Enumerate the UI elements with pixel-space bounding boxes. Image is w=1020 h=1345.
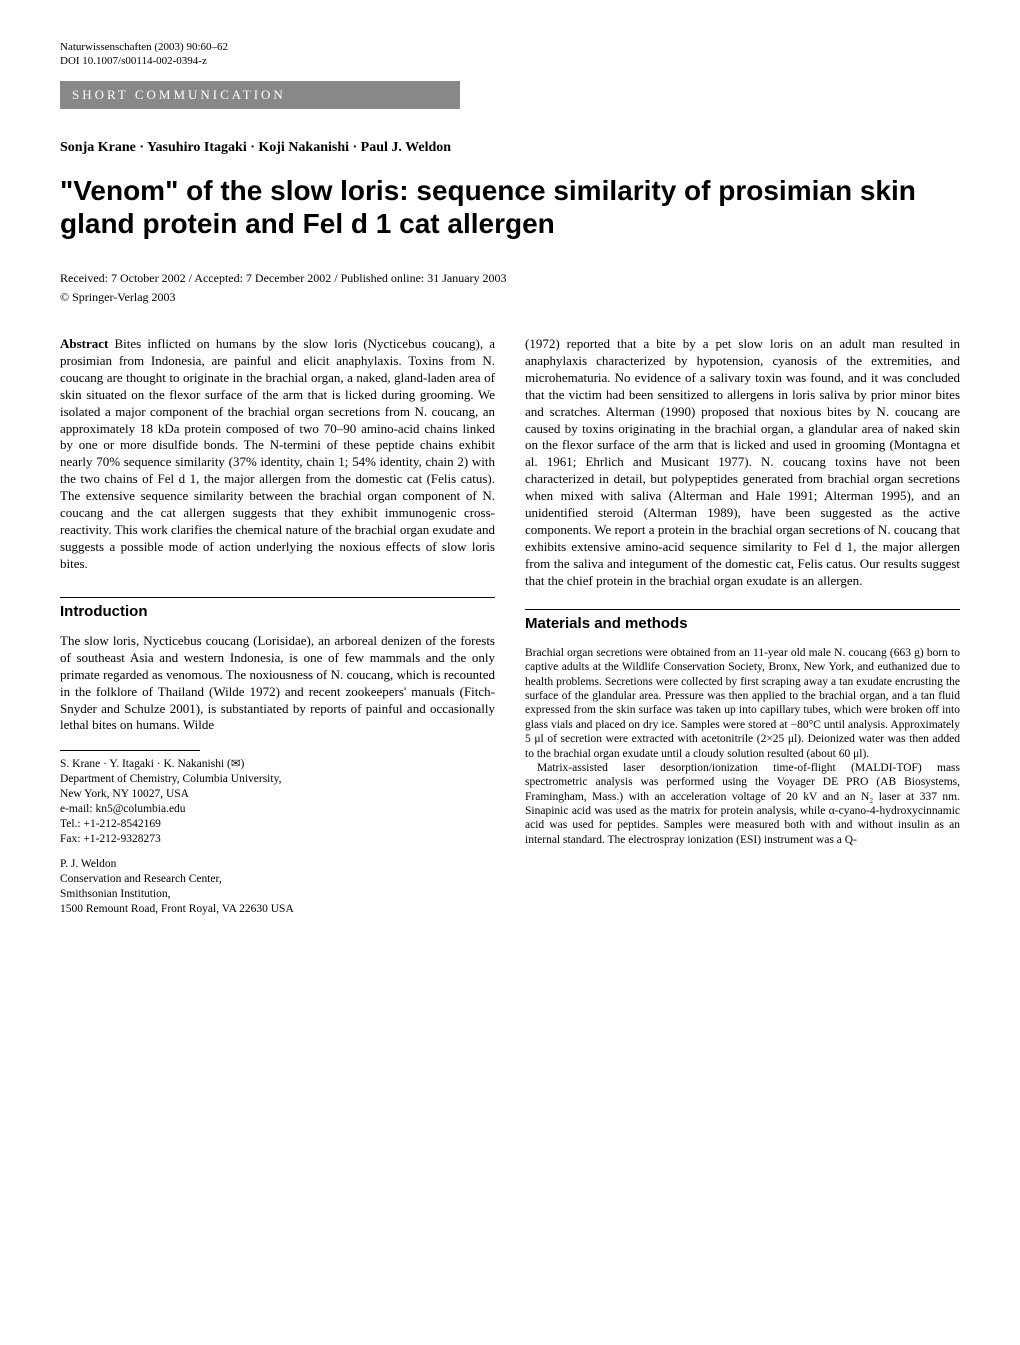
introduction-heading: Introduction — [60, 597, 495, 622]
author-footnote-1: S. Krane · Y. Itagaki · K. Nakanishi (✉)… — [60, 757, 495, 847]
copyright-line: © Springer-Verlag 2003 — [60, 290, 960, 306]
article-title: "Venom" of the slow loris: sequence simi… — [60, 174, 960, 241]
footnote1-line1: S. Krane · Y. Itagaki · K. Nakanishi (✉) — [60, 757, 495, 772]
footnote1-line2: Department of Chemistry, Columbia Univer… — [60, 772, 495, 787]
section-banner: SHORT COMMUNICATION — [60, 81, 460, 110]
methods-heading: Materials and methods — [525, 609, 960, 634]
methods-paragraph-1: Brachial organ secretions were obtained … — [525, 646, 960, 761]
doi-line: DOI 10.1007/s00114-002-0394-z — [60, 54, 960, 68]
introduction-text: The slow loris, Nycticebus coucang (Lori… — [60, 633, 495, 734]
authors: Sonja Krane · Yasuhiro Itagaki · Koji Na… — [60, 139, 960, 157]
right-column: (1972) reported that a bite by a pet slo… — [525, 336, 960, 927]
abstract-body: Bites inflicted on humans by the slow lo… — [60, 336, 495, 571]
footnote1-line6: Fax: +1-212-9328273 — [60, 832, 495, 847]
right-column-intro-text: (1972) reported that a bite by a pet slo… — [525, 336, 960, 589]
abstract-paragraph: Abstract Bites inflicted on humans by th… — [60, 336, 495, 572]
footnote1-line4: e-mail: kn5@columbia.edu — [60, 802, 495, 817]
left-column: Abstract Bites inflicted on humans by th… — [60, 336, 495, 927]
two-column-layout: Abstract Bites inflicted on humans by th… — [60, 336, 960, 927]
journal-meta: Naturwissenschaften (2003) 90:60–62 DOI … — [60, 40, 960, 69]
received-line: Received: 7 October 2002 / Accepted: 7 D… — [60, 271, 960, 287]
footnote2-line1: P. J. Weldon — [60, 857, 495, 872]
footnote1-line5: Tel.: +1-212-8542169 — [60, 817, 495, 832]
abstract-label: Abstract — [60, 336, 108, 351]
footnote2-line3: Smithsonian Institution, — [60, 887, 495, 902]
footnote1-line3: New York, NY 10027, USA — [60, 787, 495, 802]
author-footnote-2: P. J. Weldon Conservation and Research C… — [60, 857, 495, 917]
footnote2-line2: Conservation and Research Center, — [60, 872, 495, 887]
footnote2-line4: 1500 Remount Road, Front Royal, VA 22630… — [60, 902, 495, 917]
footnote-rule — [60, 750, 200, 751]
journal-line: Naturwissenschaften (2003) 90:60–62 — [60, 40, 960, 54]
methods-paragraph-2: Matrix-assisted laser desorption/ionizat… — [525, 761, 960, 847]
